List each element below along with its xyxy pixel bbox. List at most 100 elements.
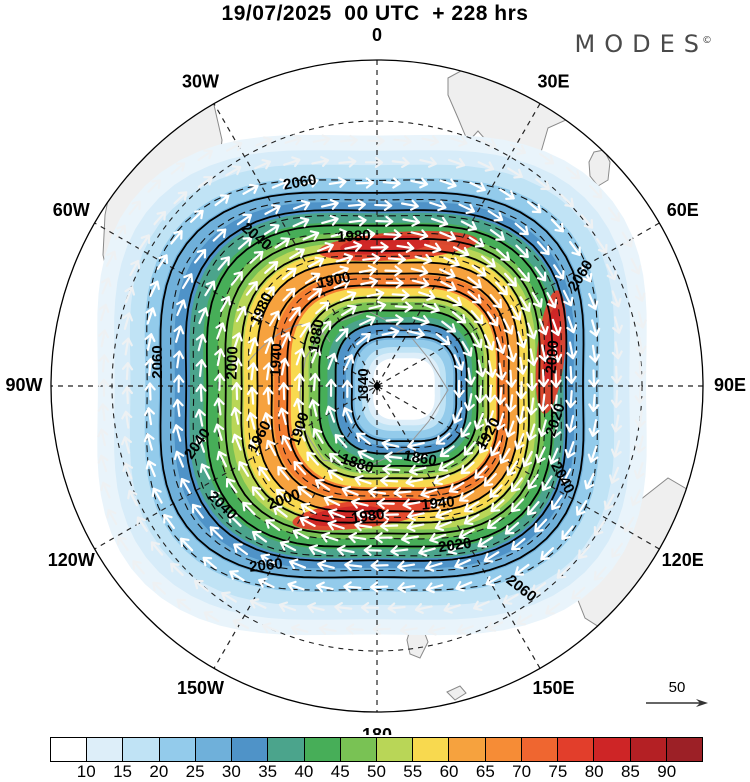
- wind-arrow: [358, 264, 377, 276]
- wind-arrow: [526, 397, 538, 416]
- wind-arrow: [526, 372, 538, 392]
- wind-arrow: [129, 259, 141, 277]
- wind-arrow: [525, 423, 537, 441]
- wind-arrow: [278, 382, 290, 401]
- wind-arrow: [483, 334, 495, 351]
- wind-arrow: [537, 419, 549, 437]
- wind-arrow: [560, 468, 572, 485]
- wind-arrow: [537, 369, 550, 388]
- wind-arrow: [408, 464, 427, 476]
- wind-arrow: [506, 460, 519, 476]
- wind-arrow: [421, 135, 440, 147]
- contour-2060: [159, 191, 585, 579]
- colorbar-tick: 40: [294, 762, 314, 781]
- wind-arrow: [328, 176, 347, 188]
- wind-arrow: [527, 348, 539, 367]
- wind-arrow: [414, 603, 433, 615]
- wind-arrow: [463, 441, 477, 456]
- wind-arrow: [394, 301, 413, 313]
- wind-arrow: [307, 602, 325, 614]
- contour-1940: [270, 272, 510, 502]
- wind-arrow: [106, 509, 118, 526]
- colorbar-tick: 85: [620, 762, 640, 781]
- wind-arrow: [510, 304, 522, 321]
- wind-arrow: [611, 542, 624, 558]
- wind-arrow: [278, 357, 290, 376]
- wind-arrow: [98, 303, 110, 322]
- wind-arrow: [293, 373, 306, 392]
- wind-arrow: [195, 383, 207, 402]
- contour-1840: [350, 335, 458, 443]
- wind-arrow: [410, 452, 429, 464]
- wind-arrow: [176, 299, 187, 317]
- wind-arrow: [336, 544, 355, 556]
- wind-arrow: [219, 295, 231, 313]
- wind-arrow: [484, 384, 496, 403]
- wind-arrow: [195, 359, 207, 378]
- wind-arrow: [375, 215, 394, 227]
- wind-arrow: [232, 618, 250, 630]
- wind-arrow: [453, 354, 465, 371]
- contour-label: 2000: [543, 340, 563, 375]
- wind-arrow: [505, 394, 517, 413]
- wind-arrow: [397, 560, 416, 572]
- wind-arrow: [326, 352, 338, 370]
- wind-arrow: [562, 289, 574, 307]
- wind-arrow: [320, 531, 339, 543]
- contour-2020: [205, 224, 554, 548]
- wind-arrow: [391, 156, 410, 169]
- wind-arrow: [368, 486, 387, 498]
- wind-arrow: [494, 412, 506, 431]
- wind-arrow: [170, 162, 186, 175]
- wind-arrow: [611, 414, 623, 433]
- wind-arrow: [435, 333, 451, 346]
- wind-arrow: [312, 134, 331, 146]
- wind-arrow: [221, 591, 237, 603]
- contour-label: 1940: [267, 343, 285, 377]
- wind-arrow: [327, 519, 345, 531]
- wind-arrow: [589, 319, 601, 337]
- wind-arrow: [366, 135, 385, 147]
- wind-arrow: [495, 248, 511, 262]
- meridian-line: [213, 103, 541, 669]
- wind-arrow: [288, 558, 307, 570]
- wind-arrow: [199, 463, 211, 480]
- wind-arrow: [225, 165, 242, 177]
- contour-2000: [224, 237, 541, 535]
- wind-arrow: [202, 556, 218, 570]
- wind-arrow: [385, 277, 404, 289]
- wind-arrow: [254, 158, 271, 170]
- wind-arrow: [438, 268, 456, 279]
- wind-arrow: [121, 436, 132, 454]
- colorbar-cell: [413, 738, 450, 761]
- wind-arrow: [410, 265, 429, 277]
- colorbar-tick: 80: [584, 762, 604, 781]
- wind-arrow: [260, 553, 277, 565]
- wind-arrow: [328, 508, 346, 519]
- wind-arrow: [566, 341, 578, 360]
- wind-arrow: [225, 477, 238, 494]
- colorbar-tick: 15: [113, 762, 133, 781]
- wind-arrow: [203, 610, 220, 623]
- wind-arrow: [550, 369, 562, 388]
- wind-arrow: [249, 598, 267, 609]
- wind-arrow: [438, 460, 455, 472]
- wind-arrow: [356, 432, 371, 445]
- wind-arrow: [425, 582, 444, 594]
- meridian-label-120E: 120E: [662, 550, 704, 570]
- wind-arrow: [98, 354, 110, 373]
- wind-arrow: [481, 255, 496, 268]
- wind-arrow: [463, 513, 480, 526]
- meridian-line: [213, 103, 541, 669]
- wind-arrow: [136, 516, 148, 532]
- wind-arrow: [407, 439, 425, 451]
- wind-arrow: [121, 362, 134, 381]
- wind-arrow: [393, 135, 412, 147]
- wind-arrow: [281, 434, 293, 452]
- wind-arrow: [551, 344, 563, 363]
- wind-arrow: [473, 600, 490, 612]
- wind-arrow: [495, 336, 507, 354]
- contour-label: 2060: [248, 555, 283, 575]
- wind-arrow: [540, 547, 555, 561]
